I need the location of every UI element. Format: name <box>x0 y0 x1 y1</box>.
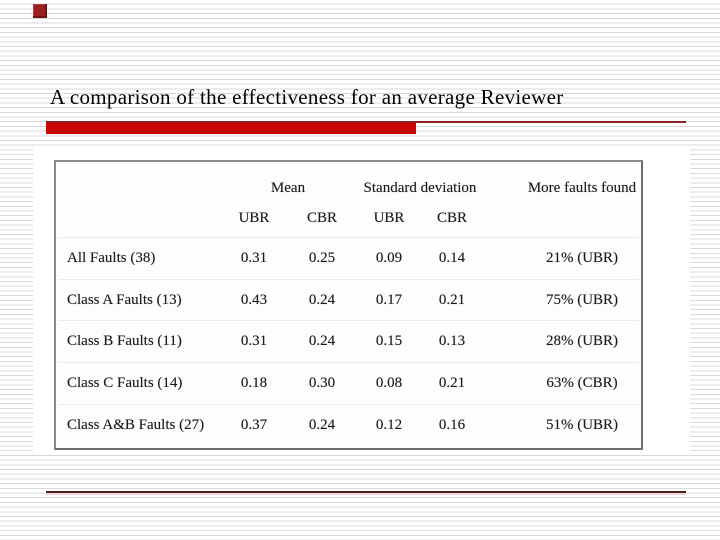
cell-sd-cbr: 0.13 <box>438 333 466 349</box>
cell-sd-ubr: 0.15 <box>375 333 403 349</box>
column-header-mean-cbr: CBR <box>306 210 337 226</box>
table-row: Class B Faults (11) 0.31 0.24 0.15 0.13 … <box>56 329 641 353</box>
row-label: All Faults (38) <box>67 250 156 266</box>
row-label: Class A&B Faults (27) <box>67 417 205 433</box>
page-title: A comparison of the effectiveness for an… <box>50 85 564 109</box>
row-label: Class C Faults (14) <box>67 375 183 391</box>
row-separator <box>58 237 639 238</box>
row-separator <box>58 362 639 363</box>
cell-mean-cbr: 0.24 <box>308 292 336 308</box>
title-rule-thin <box>46 121 686 123</box>
cell-mean-cbr: 0.24 <box>308 333 336 349</box>
row-separator <box>58 279 639 280</box>
cell-sd-cbr: 0.14 <box>438 250 466 266</box>
row-label: Class B Faults (11) <box>67 333 182 349</box>
row-label: Class A Faults (13) <box>67 292 182 308</box>
cell-sd-cbr: 0.21 <box>438 292 466 308</box>
cell-more-faults-found: 63% (CBR) <box>546 375 618 391</box>
row-separator <box>58 404 639 405</box>
cell-sd-cbr: 0.16 <box>438 417 466 433</box>
cell-mean-ubr: 0.43 <box>240 292 268 308</box>
cell-mean-ubr: 0.31 <box>240 333 268 349</box>
comparison-table: Mean Standard deviation More faults foun… <box>54 160 643 450</box>
column-group-header-more-faults-found: More faults found <box>527 180 637 196</box>
table-image-area: Mean Standard deviation More faults foun… <box>33 148 690 455</box>
cell-mean-cbr: 0.24 <box>308 417 336 433</box>
table-row: Class C Faults (14) 0.18 0.30 0.08 0.21 … <box>56 371 641 395</box>
footer-rule <box>46 491 686 493</box>
title-accent-bar <box>46 123 416 134</box>
cell-mean-ubr: 0.31 <box>240 250 268 266</box>
column-header-sd-ubr: UBR <box>373 210 405 226</box>
column-header-mean-ubr: UBR <box>238 210 270 226</box>
table-row: All Faults (38) 0.31 0.25 0.09 0.14 21% … <box>56 246 641 270</box>
table-row: Class A Faults (13) 0.43 0.24 0.17 0.21 … <box>56 288 641 312</box>
column-header-sd-cbr: CBR <box>436 210 467 226</box>
cell-mean-ubr: 0.37 <box>240 417 268 433</box>
cell-sd-ubr: 0.09 <box>375 250 403 266</box>
cell-more-faults-found: 75% (UBR) <box>545 292 619 308</box>
red-square-bullet-icon <box>33 4 47 18</box>
cell-sd-ubr: 0.08 <box>375 375 403 391</box>
cell-mean-cbr: 0.30 <box>308 375 336 391</box>
column-group-header-mean: Mean <box>270 180 306 196</box>
cell-more-faults-found: 28% (UBR) <box>545 333 619 349</box>
row-separator <box>58 320 639 321</box>
cell-sd-ubr: 0.12 <box>375 417 403 433</box>
table-row: Class A&B Faults (27) 0.37 0.24 0.12 0.1… <box>56 413 641 437</box>
cell-sd-ubr: 0.17 <box>375 292 403 308</box>
cell-more-faults-found: 21% (UBR) <box>545 250 619 266</box>
header-group-row: Mean Standard deviation More faults foun… <box>56 176 641 200</box>
cell-more-faults-found: 51% (UBR) <box>545 417 619 433</box>
footer-rule-shadow <box>46 493 686 495</box>
cell-mean-ubr: 0.18 <box>240 375 268 391</box>
cell-sd-cbr: 0.21 <box>438 375 466 391</box>
sub-header-row: UBR CBR UBR CBR <box>56 206 641 230</box>
cell-mean-cbr: 0.25 <box>308 250 336 266</box>
column-group-header-standard-deviation: Standard deviation <box>363 180 477 196</box>
